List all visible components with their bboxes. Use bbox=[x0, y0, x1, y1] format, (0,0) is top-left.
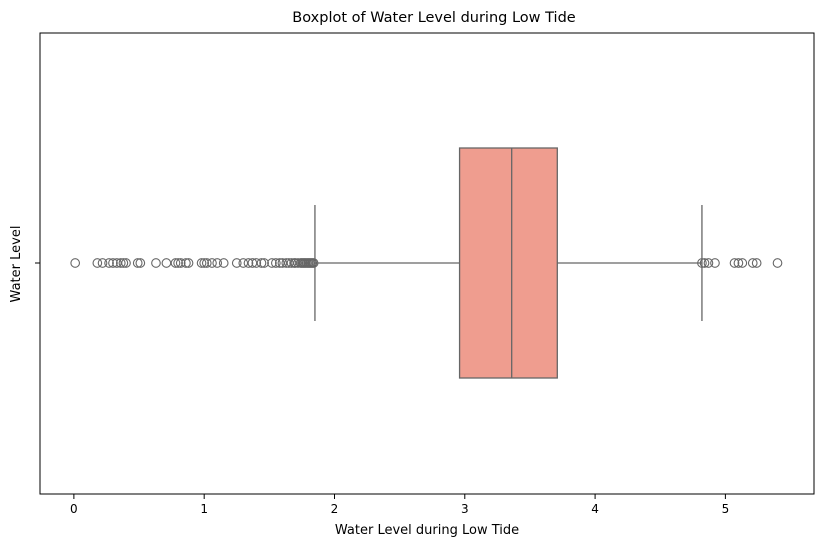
outlier-point bbox=[104, 258, 114, 268]
outlier-point bbox=[135, 258, 146, 268]
outlier-point bbox=[212, 258, 223, 268]
chart-title: Boxplot of Water Level during Low Tide bbox=[292, 10, 575, 26]
outlier-point bbox=[97, 258, 108, 268]
outlier-point bbox=[710, 258, 720, 268]
outlier-point bbox=[699, 258, 710, 268]
iqr-box bbox=[458, 147, 558, 379]
outlier-point bbox=[256, 258, 267, 268]
outlier-point bbox=[751, 258, 762, 268]
outlier-point bbox=[175, 258, 186, 268]
outlier-point bbox=[729, 258, 740, 268]
outlier-point bbox=[218, 258, 229, 268]
outlier-point bbox=[703, 258, 714, 268]
y-axis-label: Water Level bbox=[9, 226, 24, 303]
outlier-point bbox=[737, 258, 748, 268]
outlier-point bbox=[238, 258, 249, 268]
x-tick-label: 4 bbox=[591, 502, 599, 516]
plot-layer bbox=[70, 147, 783, 379]
outlier-point bbox=[697, 258, 707, 268]
outlier-point bbox=[132, 258, 143, 268]
outlier-point bbox=[70, 258, 81, 268]
outlier-point bbox=[108, 258, 118, 268]
outlier-point bbox=[270, 258, 281, 268]
outlier-point bbox=[196, 258, 207, 268]
outlier-point bbox=[181, 258, 191, 268]
outlier-point bbox=[183, 258, 194, 268]
outlier-point bbox=[259, 258, 269, 268]
outlier-point bbox=[243, 258, 254, 268]
outlier-point bbox=[170, 258, 181, 268]
outlier-point bbox=[161, 258, 172, 268]
x-tick-label: 5 bbox=[722, 502, 730, 516]
outlier-point bbox=[118, 258, 129, 268]
outlier-point bbox=[267, 258, 277, 268]
outlier-point bbox=[231, 258, 242, 268]
x-tick-label: 0 bbox=[70, 502, 78, 516]
outlier-point bbox=[201, 258, 212, 268]
outlier-point bbox=[207, 258, 217, 268]
outlier-point bbox=[251, 258, 262, 268]
outlier-point bbox=[733, 258, 744, 268]
outlier-point bbox=[115, 258, 126, 268]
x-tick-label: 2 bbox=[331, 502, 339, 516]
x-axis-label: Water Level during Low Tide bbox=[335, 523, 519, 538]
axis-layer: 0 1 2 3 4 5 bbox=[35, 32, 815, 516]
outlier-point bbox=[92, 258, 103, 268]
outlier-point bbox=[747, 258, 758, 268]
x-tick-label: 3 bbox=[461, 502, 469, 516]
x-tick-label: 1 bbox=[200, 502, 208, 516]
outlier-point bbox=[772, 258, 783, 268]
outlier-point bbox=[199, 258, 210, 268]
outlier-point bbox=[173, 258, 183, 268]
outlier-point bbox=[151, 258, 161, 268]
outlier-point bbox=[121, 258, 131, 268]
outlier-point bbox=[308, 258, 319, 268]
